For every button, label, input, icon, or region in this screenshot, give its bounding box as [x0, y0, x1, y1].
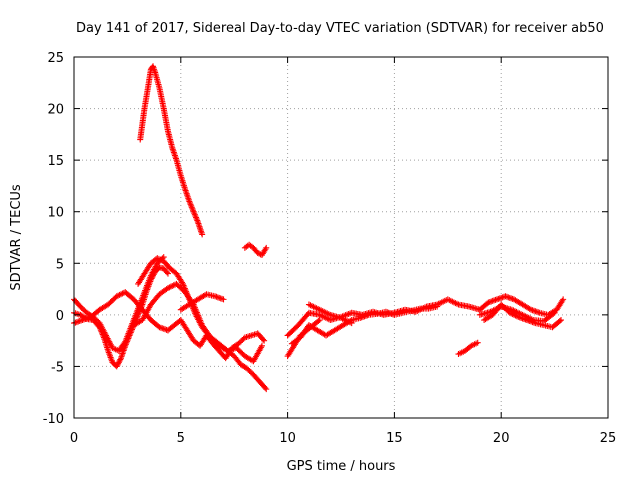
- y-tick-label: 0: [56, 309, 64, 324]
- x-tick-label: 5: [177, 431, 185, 446]
- data-point: [115, 292, 122, 299]
- x-tick-label: 15: [386, 431, 403, 446]
- data-point: [114, 362, 121, 369]
- data-point: [316, 317, 323, 324]
- series-arc-8h: [241, 241, 270, 259]
- y-tick-label: 5: [56, 257, 64, 272]
- y-tick-label: -5: [51, 360, 64, 375]
- data-point: [262, 246, 269, 253]
- data-point: [526, 305, 533, 312]
- data-point: [263, 386, 270, 393]
- y-tick-label: -10: [43, 412, 64, 427]
- data-point: [551, 309, 558, 316]
- y-axis-label: SDTVAR / TECUs: [9, 184, 24, 291]
- y-tick-label: 10: [47, 206, 64, 221]
- y-tick-label: 25: [47, 51, 64, 66]
- data-point: [258, 342, 265, 349]
- x-tick-label: 25: [600, 431, 617, 446]
- data-point: [506, 309, 513, 316]
- data-point: [199, 231, 206, 238]
- data-point: [474, 339, 481, 346]
- chart-title: Day 141 of 2017, Sidereal Day-to-day VTE…: [76, 21, 604, 36]
- data-point: [508, 310, 515, 317]
- data-point: [116, 357, 123, 364]
- data-point: [115, 359, 122, 366]
- data-point: [556, 318, 563, 325]
- data-point: [434, 303, 441, 310]
- y-tick-label: 20: [47, 103, 64, 118]
- data-point: [116, 291, 123, 298]
- series-arc-mid-d: [177, 291, 227, 313]
- x-tick-label: 0: [70, 431, 78, 446]
- data-point: [113, 363, 120, 370]
- data-point: [117, 291, 124, 298]
- series-arc-mid-c: [164, 317, 268, 362]
- y-tick-label: 15: [47, 154, 64, 169]
- data-point: [304, 311, 311, 318]
- grid: [74, 57, 608, 418]
- series-arc-lower-a: [71, 264, 171, 370]
- data-point: [558, 317, 565, 324]
- data-point: [167, 283, 174, 290]
- y-axis: -10 -5 0 5 10 15 20 25: [43, 51, 608, 427]
- series-arc-18h: [455, 339, 481, 358]
- series-arc-late-c: [476, 303, 558, 325]
- data-points: [71, 63, 567, 393]
- series-arc-day-c: [284, 317, 323, 360]
- x-axis: 0 5 10 15 20 25: [70, 57, 616, 446]
- x-tick-label: 10: [279, 431, 296, 446]
- series-arc-high: [137, 63, 206, 238]
- plot-frame: [73, 56, 609, 419]
- data-point: [220, 296, 227, 303]
- data-point: [348, 320, 355, 327]
- series-arc-day-a: [284, 296, 483, 339]
- x-tick-label: 20: [493, 431, 510, 446]
- data-point: [254, 249, 261, 256]
- data-point: [169, 282, 176, 289]
- data-point: [117, 356, 124, 363]
- data-point: [262, 384, 269, 391]
- data-point: [550, 310, 557, 317]
- data-point: [115, 360, 122, 367]
- data-point: [166, 284, 173, 291]
- data-point: [315, 318, 322, 325]
- data-point: [560, 296, 567, 303]
- data-point: [164, 270, 171, 277]
- data-point: [163, 269, 170, 276]
- data-point: [260, 336, 267, 343]
- x-axis-label: GPS time / hours: [287, 459, 396, 474]
- data-point: [113, 293, 120, 300]
- series-arc-day-d: [305, 301, 355, 327]
- data-point: [261, 337, 268, 344]
- data-point: [263, 244, 270, 251]
- data-point: [164, 285, 171, 292]
